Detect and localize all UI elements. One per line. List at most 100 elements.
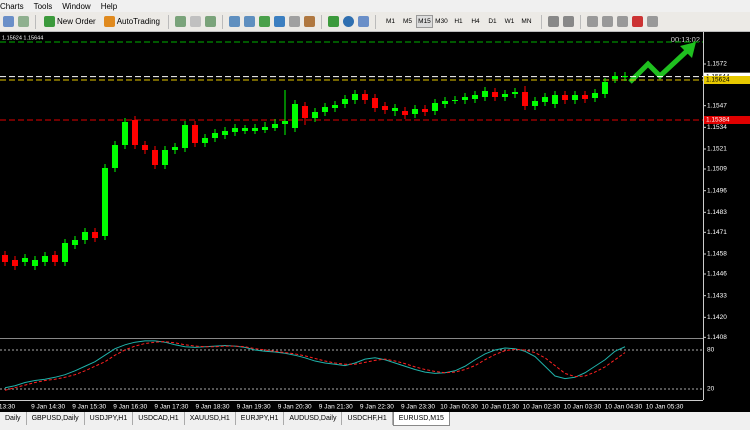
x-tick-label: 9 Jan 18:30 [196,404,230,411]
timeframe-button[interactable]: M30 [435,18,448,25]
separator [579,14,581,29]
timeframe-button[interactable]: M5 [402,18,412,25]
candle-body [202,138,208,143]
icon[interactable] [204,16,216,27]
icon[interactable] [243,16,255,27]
candle-body [102,168,108,236]
y-tick-label: 1.1433 [707,292,727,299]
bar-timer: 00:13:02 [671,35,700,44]
candle-body [472,95,478,99]
candle-body [582,95,588,99]
candle-body [372,98,378,108]
candle-body [112,145,118,168]
new-order-button[interactable]: New Order [42,16,98,27]
x-tick-label: 13:30 [0,404,16,411]
candle-body [12,260,18,266]
timeframe-button[interactable]: H4 [471,18,480,25]
menu-item[interactable]: Window [62,1,91,11]
candle-body [312,112,318,118]
candle-body [252,128,258,131]
chart-tab[interactable]: USDCHF,H1 [342,412,393,425]
icon[interactable] [646,16,658,27]
icon[interactable] [631,16,643,27]
icon[interactable] [174,16,186,27]
candle-body [82,232,88,240]
icon[interactable] [342,16,354,27]
x-tick-label: 9 Jan 14:30 [31,404,65,411]
menu-item[interactable]: Tools [33,1,53,11]
chart: 1.15624 1.15644 00:13:02 1.1572 1.1547 1.1… [0,32,750,412]
chart-tab[interactable]: Daily [0,412,27,425]
icon[interactable] [189,16,201,27]
icon[interactable] [258,16,270,27]
y-tick-label: 80 [707,347,715,354]
menu-bar: Charts Tools Window Help [0,0,750,12]
icon[interactable] [273,16,285,27]
candle-body [242,128,248,131]
candle-body [612,76,618,79]
candle-body [382,106,388,110]
candle-body [192,125,198,143]
icon[interactable] [562,16,574,27]
icon[interactable] [288,16,300,27]
x-tick-label: 10 Jan 01:30 [481,404,519,411]
candle-body [132,120,138,145]
chart-tab[interactable]: USDJPY,H1 [85,412,134,425]
button-label: New Order [57,17,96,26]
candle-body [62,243,68,262]
separator [320,14,322,29]
timeframes: M1 M5 M15 M30 H1 H4 D1 W1 MN [382,15,535,28]
menu-item[interactable]: Help [100,1,118,11]
chart-tab[interactable]: EURUSD,M15 [392,412,450,426]
icon[interactable] [303,16,315,27]
x-tick-label: 9 Jan 19:30 [237,404,271,411]
y-tick-label: 1.1547 [707,102,727,109]
candle-body [352,94,358,100]
candle-body [182,125,188,148]
candle-body [222,131,228,135]
icon[interactable] [327,16,339,27]
chart-tab[interactable]: USDCAD,H1 [133,412,185,425]
icon[interactable] [357,16,369,27]
candle-body [442,101,448,104]
icon[interactable] [3,16,14,27]
timeframe-button[interactable]: MN [521,18,532,25]
candle-body [32,260,38,266]
autotrading-button[interactable]: AutoTrading [102,16,162,27]
icon[interactable] [547,16,559,27]
icon[interactable] [18,16,29,27]
timeframe-button[interactable]: D1 [488,18,497,25]
timeframe-button[interactable]: W1 [504,18,515,25]
icon[interactable] [228,16,240,27]
separator [35,14,36,29]
candle-body [152,150,158,165]
candle-body [542,97,548,102]
menu-item[interactable]: Charts [0,1,24,11]
chart-tab[interactable]: GBPUSD,Daily [27,412,85,425]
chart-tab[interactable]: EURJPY,H1 [236,412,285,425]
candle-body [172,147,178,150]
candle-body [122,122,128,145]
chart-tab[interactable]: AUDUSD,Daily [284,412,343,425]
icon[interactable] [601,16,613,27]
candle-body [272,124,278,128]
timeframe-button[interactable]: H1 [454,18,463,25]
x-tick-label: 10 Jan 05:30 [646,404,684,411]
timeframe-button[interactable]: M15 [415,15,433,28]
x-tick-label: 10 Jan 00:30 [440,404,478,411]
indicator-line [4,341,626,391]
candle-body [412,109,418,114]
chart-tab[interactable]: XAUUSD,H1 [185,412,236,425]
timeframe-button[interactable]: M1 [385,18,395,25]
chart-background [0,32,750,412]
candle-body [22,258,28,262]
candle-body [482,91,488,97]
candle-body [562,95,568,100]
separator [221,14,223,29]
price-level-box [704,116,750,124]
icon[interactable] [616,16,628,27]
y-tick-label: 1.1458 [707,251,727,258]
candle-body [492,92,498,97]
icon[interactable] [586,16,598,27]
